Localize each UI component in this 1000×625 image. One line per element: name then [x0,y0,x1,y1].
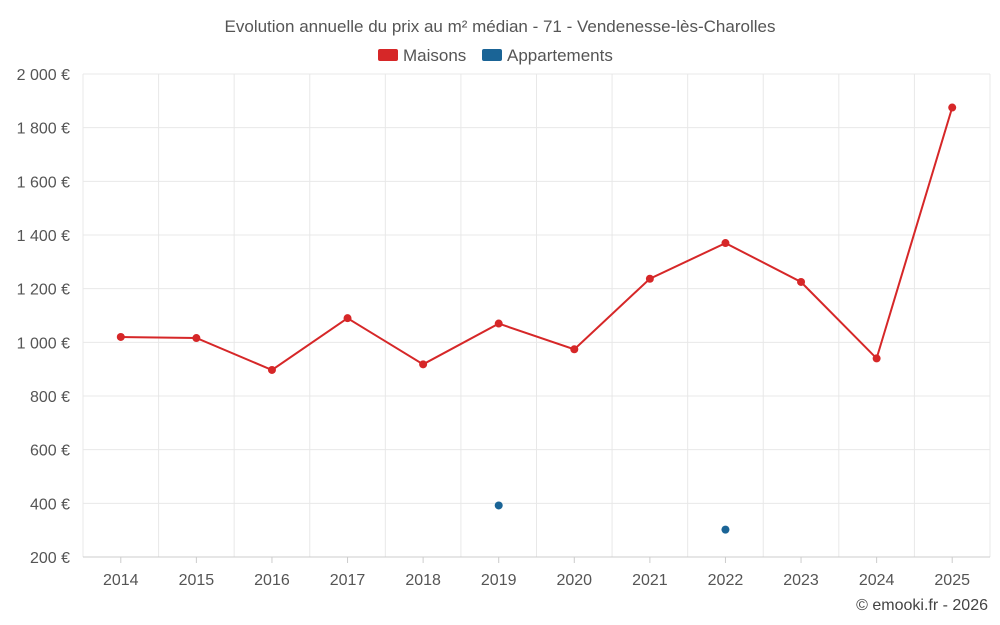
grid [82,73,991,557]
x-tick-label: 2016 [254,572,290,589]
data-point-appartements[interactable] [494,501,503,510]
x-axis: 2014 2015 2016 2017 2018 2019 2020 2021 2022 2023… [83,556,990,589]
y-tick-label: 400 € [30,496,70,513]
legend-swatch-maisons [378,49,398,61]
data-point-maisons[interactable] [570,345,579,354]
y-tick-label: 200 € [30,550,70,567]
x-tick-label: 2021 [632,572,668,589]
series [116,103,957,534]
legend: Maisons Appartements [378,46,613,65]
legend-item-appartements[interactable]: Appartements [482,46,613,65]
x-tick-label: 2017 [330,572,366,589]
x-tick-label: 2018 [405,572,441,589]
data-point-maisons[interactable] [494,319,503,328]
data-point-maisons[interactable] [948,103,957,112]
y-tick-label: 800 € [30,389,70,406]
y-tick-label: 1 200 € [17,282,70,299]
data-point-maisons[interactable] [192,334,201,343]
data-point-maisons[interactable] [116,332,125,341]
y-tick-label: 1 000 € [17,335,70,352]
credit-text: © emooki.fr - 2026 [856,597,988,614]
series-line-maisons [120,107,954,372]
x-tick-label: 2024 [859,572,895,589]
x-tick-label: 2020 [556,572,592,589]
y-tick-label: 600 € [30,443,70,460]
y-tick-label: 1 400 € [17,228,70,245]
data-point-maisons[interactable] [419,360,428,369]
y-tick-label: 2 000 € [17,67,70,84]
x-tick-label: 2022 [708,572,744,589]
data-point-maisons[interactable] [645,274,654,283]
data-point-maisons[interactable] [721,239,730,248]
data-point-maisons[interactable] [797,277,806,286]
legend-label-maisons: Maisons [403,46,466,65]
x-tick-label: 2025 [934,572,970,589]
y-axis: 200 € 400 € 600 € 800 € 1 000 € 1 200 € 1 400 … [17,67,70,567]
chart-title: Evolution annuelle du prix au m² médian … [225,17,776,36]
x-tick-label: 2015 [179,572,215,589]
x-tick-label: 2019 [481,572,517,589]
x-tick-label: 2014 [103,572,139,589]
data-point-maisons[interactable] [343,314,352,323]
data-point-maisons[interactable] [872,354,881,363]
legend-item-maisons[interactable]: Maisons [378,46,466,65]
y-tick-label: 1 800 € [17,121,70,138]
legend-label-appartements: Appartements [507,46,613,65]
x-tick-label: 2023 [783,572,819,589]
data-point-appartements[interactable] [721,525,730,534]
y-tick-label: 1 600 € [17,174,70,191]
data-point-maisons[interactable] [267,365,276,374]
legend-swatch-appartements [482,49,502,61]
